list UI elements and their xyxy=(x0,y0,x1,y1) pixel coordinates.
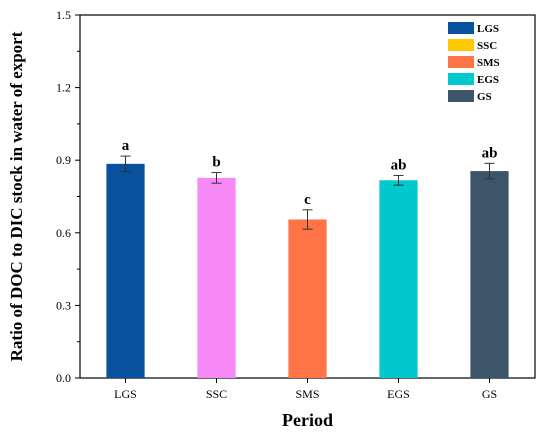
legend-swatch-sms xyxy=(448,56,474,68)
legend-swatch-gs xyxy=(448,90,474,102)
legend-swatch-lgs xyxy=(448,22,474,34)
significance-label: b xyxy=(212,155,220,171)
significance-label: ab xyxy=(482,145,498,161)
legend-label: SMS xyxy=(477,57,500,69)
x-axis: LGS SSC SMS EGS GS xyxy=(114,378,497,401)
legend: LGS SSC SMS EGS GS xyxy=(448,22,500,103)
bars xyxy=(106,163,509,378)
x-tick-label: SSC xyxy=(206,387,227,401)
bar-sms xyxy=(288,219,327,378)
significance-label: c xyxy=(304,192,311,208)
y-tick-label: 1.5 xyxy=(56,8,71,22)
y-tick-label: 0.6 xyxy=(56,226,71,240)
significance-label: a xyxy=(122,138,130,154)
y-tick-label: 0.9 xyxy=(56,153,71,167)
legend-label: GS xyxy=(477,91,492,103)
y-tick-label: 0.0 xyxy=(56,371,71,385)
error-bars xyxy=(120,155,495,230)
x-tick-label: GS xyxy=(482,387,497,401)
y-tick-label: 0.3 xyxy=(56,298,71,312)
bar-egs xyxy=(379,180,418,378)
y-axis-title: Ratio of DOC to DIC stock in water of ex… xyxy=(7,31,26,361)
legend-swatch-egs xyxy=(448,73,474,85)
x-tick-label: SMS xyxy=(295,387,319,401)
significance-label: ab xyxy=(391,157,407,173)
legend-label: LGS xyxy=(477,23,499,35)
bar-gs xyxy=(470,171,509,378)
legend-swatch-ssc xyxy=(448,39,474,51)
x-axis-title: Period xyxy=(282,410,333,430)
bar-ssc xyxy=(197,177,236,378)
y-tick-label: 1.2 xyxy=(56,81,71,95)
legend-label: EGS xyxy=(477,74,499,86)
bar-lgs xyxy=(106,163,145,378)
legend-label: SSC xyxy=(477,40,497,52)
x-tick-label: LGS xyxy=(114,387,137,401)
y-axis: 0.0 0.3 0.6 0.9 1.2 1.5 xyxy=(56,8,80,385)
x-tick-label: EGS xyxy=(387,387,410,401)
